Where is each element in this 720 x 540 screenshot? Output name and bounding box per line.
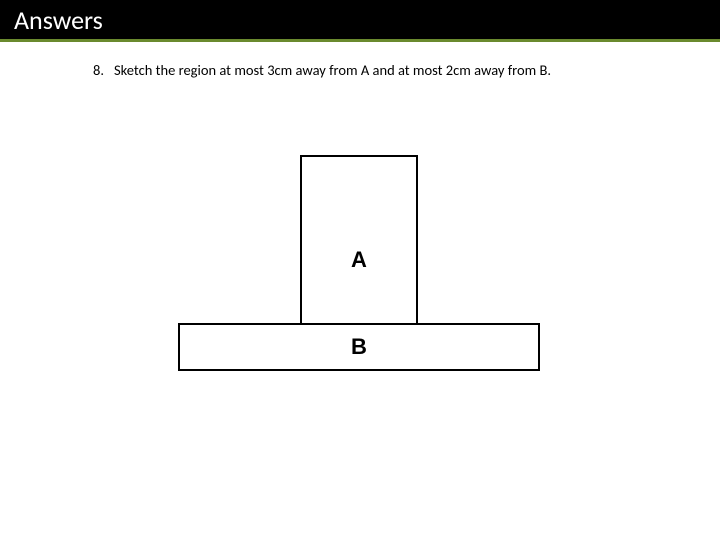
shape-a-label: A	[351, 247, 367, 273]
shape-a: A	[300, 155, 418, 325]
question-text: Sketch the region at most 3cm away from …	[114, 60, 630, 80]
content-area: 8. Sketch the region at most 3cm away fr…	[0, 42, 720, 80]
title-bar: Answers	[0, 0, 720, 42]
shape-b: B	[178, 323, 540, 371]
diagram-area: A B	[0, 0, 720, 540]
question-row: 8. Sketch the region at most 3cm away fr…	[90, 60, 630, 80]
page-title: Answers	[14, 4, 103, 36]
question-number: 8.	[90, 60, 114, 80]
shape-b-label: B	[351, 334, 367, 360]
